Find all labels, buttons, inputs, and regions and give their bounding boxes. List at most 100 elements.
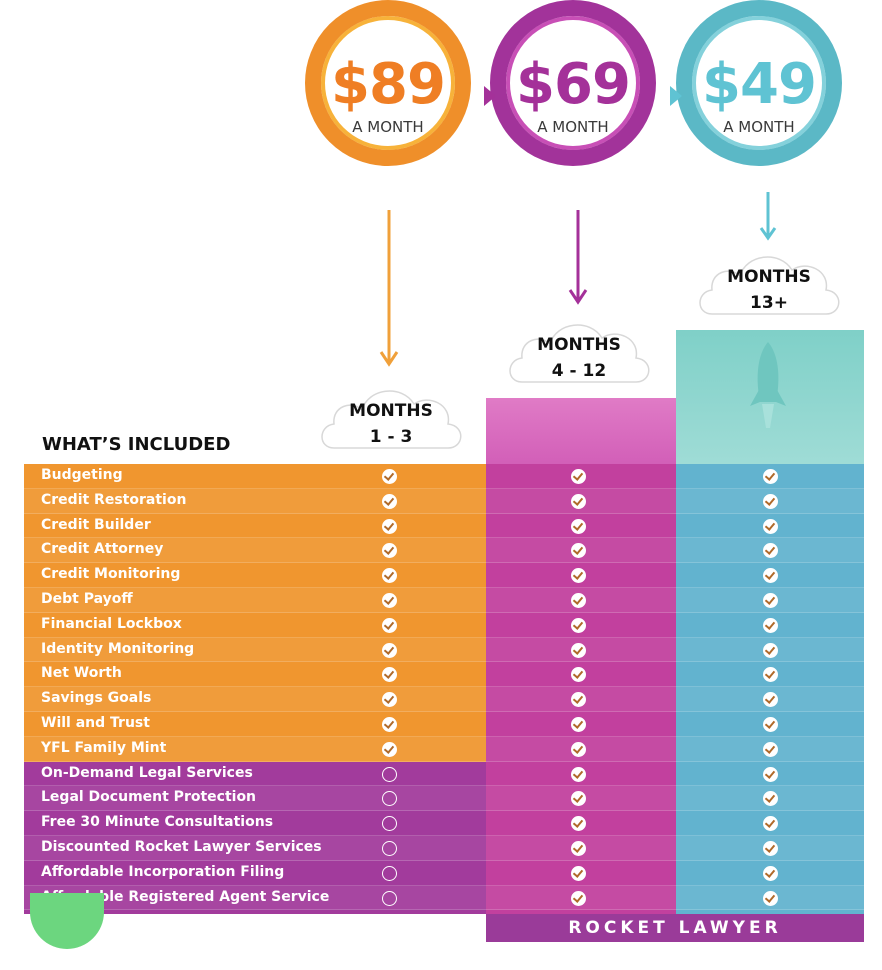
empty-circle-icon (382, 890, 397, 906)
check-circle-icon (571, 890, 586, 906)
check-circle-icon (571, 766, 586, 782)
table-row: Credit Builder (24, 514, 864, 539)
table-row: Credit Attorney (24, 538, 864, 564)
cloud-icon (321, 390, 462, 449)
check-circle-icon (382, 592, 397, 608)
check-circle-icon (571, 543, 586, 559)
feature-label: On-Demand Legal Services (41, 764, 253, 781)
feature-table: Budgeting Credit Restoration Credit Builde… (24, 464, 864, 911)
phase-cloud-3: MONTHS 13+ (694, 244, 844, 320)
empty-circle-icon (382, 816, 397, 832)
check-circle-icon (763, 568, 778, 584)
check-circle-icon (763, 592, 778, 608)
check-circle-icon (382, 642, 397, 658)
check-circle-icon (571, 840, 586, 856)
feature-label: Identity Monitoring (41, 640, 195, 657)
check-circle-icon (571, 568, 586, 584)
check-circle-icon (571, 865, 586, 881)
phase-title: MONTHS (349, 401, 433, 421)
phase-range: 13+ (750, 293, 788, 313)
feature-label: Credit Monitoring (41, 566, 181, 583)
check-circle-icon (763, 469, 778, 484)
feature-label: Discounted Rocket Lawyer Services (41, 838, 322, 855)
check-circle-icon (763, 766, 778, 782)
table-row: Credit Restoration (24, 488, 864, 514)
feature-label: Debt Payoff (41, 590, 133, 607)
check-circle-icon (763, 667, 778, 683)
empty-circle-icon (382, 840, 397, 856)
check-circle-icon (763, 816, 778, 832)
check-circle-icon (382, 543, 397, 559)
right-arrow-icon (670, 86, 682, 106)
feature-label: Affordable Registered Agent Service (41, 888, 330, 905)
table-row: Net Worth (24, 662, 864, 688)
check-circle-icon (571, 493, 586, 509)
empty-circle-icon (382, 791, 397, 807)
phase-range: 1 - 3 (369, 427, 413, 447)
check-circle-icon (571, 667, 586, 683)
feature-label: Budgeting (41, 467, 123, 483)
price-amount: $49 (702, 52, 817, 117)
table-row: Debt Payoff (24, 587, 864, 613)
feature-label: Credit Attorney (41, 541, 164, 558)
table-row: Savings Goals (24, 687, 864, 712)
check-circle-icon (571, 518, 586, 534)
table-row: YFL Family Mint (24, 736, 864, 762)
check-circle-icon (571, 692, 586, 708)
empty-circle-icon (382, 766, 397, 782)
check-circle-icon (763, 617, 778, 633)
check-circle-icon (382, 692, 397, 708)
footer-brand: ROCKET LAWYER (486, 914, 864, 942)
price-period: A MONTH (537, 118, 609, 136)
check-circle-icon (571, 791, 586, 807)
feature-label: YFL Family Mint (41, 739, 167, 756)
check-circle-icon (763, 865, 778, 881)
check-circle-icon (382, 617, 397, 633)
feature-label: Savings Goals (41, 690, 152, 707)
tier2-cloud-band (486, 398, 676, 464)
rocket-icon (750, 342, 786, 428)
cloud-icon (509, 324, 650, 383)
check-circle-icon (382, 741, 397, 757)
check-circle-icon (382, 716, 397, 732)
table-row: Affordable Incorporation Filing (24, 861, 864, 886)
price-circle-89: $89 A MONTH (305, 0, 471, 166)
feature-label: Credit Builder (41, 516, 151, 533)
check-circle-icon (763, 642, 778, 658)
phase-cloud-1: MONTHS 1 - 3 (316, 378, 466, 454)
phase-title: MONTHS (727, 267, 811, 287)
check-circle-icon (763, 543, 778, 559)
phase-title: MONTHS (537, 335, 621, 355)
price-amount: $89 (331, 52, 446, 117)
section-heading: WHAT’S INCLUDED (42, 434, 231, 455)
feature-label: Financial Lockbox (41, 615, 182, 632)
check-circle-icon (763, 716, 778, 732)
price-period: A MONTH (352, 118, 424, 136)
feature-label: Legal Document Protection (41, 789, 257, 806)
check-circle-icon (763, 692, 778, 708)
check-circle-icon (763, 791, 778, 807)
check-circle-icon (571, 469, 586, 484)
feature-label: Net Worth (41, 665, 122, 682)
price-period: A MONTH (723, 118, 795, 136)
cloud-icon (699, 256, 840, 315)
table-row: On-Demand Legal Services (24, 762, 864, 787)
table-row: Affordable Registered Agent Service (24, 885, 864, 911)
empty-circle-icon (382, 865, 397, 881)
check-circle-icon (571, 592, 586, 608)
table-row: Financial Lockbox (24, 613, 864, 638)
feature-label: Credit Restoration (41, 491, 187, 508)
check-circle-icon (763, 493, 778, 509)
feature-label: Will and Trust (41, 714, 150, 731)
right-arrow-icon (484, 86, 496, 106)
table-row: Legal Document Protection (24, 786, 864, 812)
check-circle-icon (382, 667, 397, 683)
price-amount: $69 (516, 52, 631, 117)
check-circle-icon (763, 741, 778, 757)
legal-rows-band (24, 762, 486, 914)
check-circle-icon (571, 716, 586, 732)
check-circle-icon (763, 890, 778, 906)
tier1-column (24, 464, 486, 762)
check-circle-icon (382, 493, 397, 509)
table-row: Will and Trust (24, 712, 864, 737)
